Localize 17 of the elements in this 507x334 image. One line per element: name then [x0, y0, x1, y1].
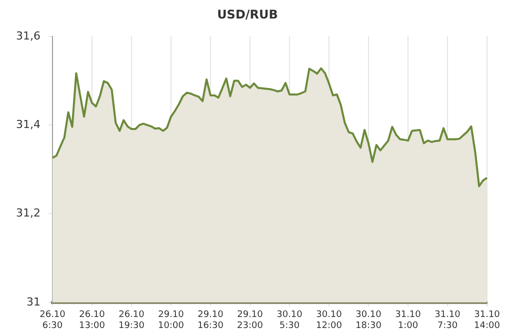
x-tick-label: 26.10 13:00 — [79, 310, 106, 331]
y-tick-label: 31,4 — [16, 118, 40, 131]
x-tick-label: 29.10 16:30 — [198, 310, 224, 331]
y-tick-label: 31,6 — [16, 29, 40, 42]
y-tick-label: 31,2 — [16, 206, 40, 220]
x-tick-label: 31.10 1:00 — [395, 310, 422, 331]
x-tick-label: 29.10 23:00 — [237, 310, 264, 331]
x-tick-label: 30.10 5:30 — [276, 310, 303, 331]
y-tick-label: 31 — [26, 295, 40, 308]
chart-title: USD/RUB — [217, 7, 278, 22]
x-tick-label: 30.10 12:00 — [316, 310, 342, 331]
x-tick-label: 31.10 14:00 — [474, 310, 500, 331]
x-tick-label: 26.10 6:30 — [40, 310, 66, 331]
x-tick-label: 31.10 7:30 — [434, 310, 461, 331]
x-tick-label: 30.10 18:30 — [356, 310, 382, 331]
x-tick-label: 29.10 10:00 — [158, 310, 184, 331]
x-tick-label: 26.10 19:30 — [118, 310, 145, 331]
